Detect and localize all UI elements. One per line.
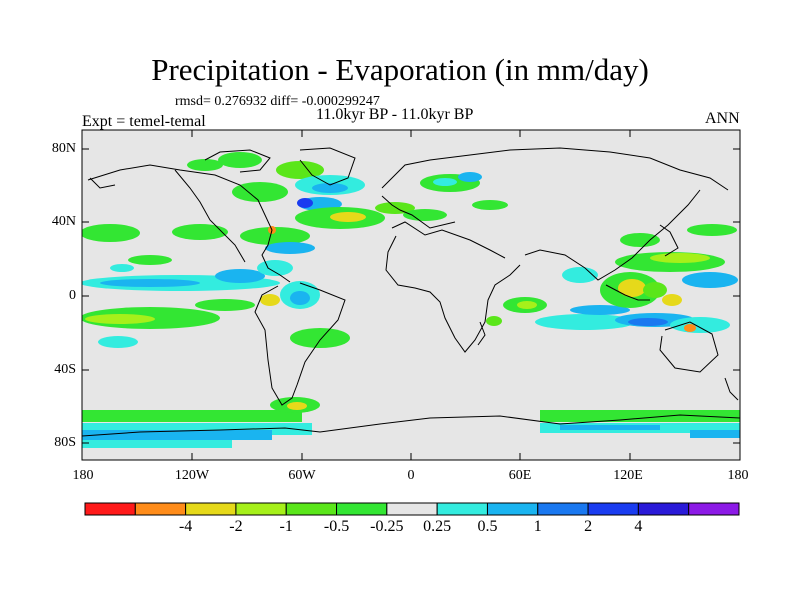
colorbar-label: 2 bbox=[584, 518, 593, 535]
lat-label-0: 0 bbox=[69, 288, 76, 303]
lat-label-80s: 80S bbox=[54, 435, 76, 450]
period-label: 11.0kyr BP - 11.0kyr BP bbox=[316, 106, 474, 123]
season-label: ANN bbox=[705, 110, 740, 127]
colorbar-box-2 bbox=[134, 502, 187, 516]
colorbar bbox=[84, 502, 740, 516]
lat-label-40n: 40N bbox=[51, 214, 76, 229]
lon-label-180w: 180 bbox=[72, 468, 94, 483]
colorbar-label: 0.25 bbox=[423, 518, 452, 535]
axis-ticks bbox=[82, 130, 740, 460]
lat-label-80n: 80N bbox=[51, 141, 76, 156]
map-title: Precipitation - Evaporation (in mm/day) bbox=[151, 52, 649, 87]
colorbar-box-6 bbox=[336, 502, 388, 516]
colorbar-box-8 bbox=[436, 502, 488, 516]
lon-label-60e: 60E bbox=[508, 468, 532, 483]
colorbar-box-11 bbox=[587, 502, 639, 516]
colorbar-box-5 bbox=[285, 502, 338, 516]
colorbar-label: -1 bbox=[279, 518, 293, 535]
colorbar-label: -2 bbox=[229, 518, 243, 535]
colorbar-label: -4 bbox=[178, 518, 193, 535]
lon-label-0: 0 bbox=[407, 468, 415, 483]
colorbar-label: -0.5 bbox=[323, 518, 350, 535]
anomaly-field bbox=[82, 152, 740, 448]
lon-label-60w: 60W bbox=[288, 468, 316, 483]
colorbar-label: -0.25 bbox=[370, 518, 404, 535]
colorbar-label: 4 bbox=[634, 518, 643, 535]
colorbar-box-4 bbox=[235, 502, 287, 516]
colorbar-box-9 bbox=[486, 502, 539, 516]
colorbar-box-1 bbox=[84, 502, 136, 516]
rmsd-diff-stats: rmsd= 0.276932 diff= -0.000299247 bbox=[175, 94, 380, 109]
colorbar-box-13 bbox=[688, 502, 740, 516]
coastlines bbox=[82, 147, 740, 437]
colorbar-label: 0.5 bbox=[477, 518, 498, 535]
colorbar-box-7 bbox=[386, 502, 438, 516]
lon-label-120w: 120W bbox=[174, 468, 210, 483]
experiment-label: Expt = temel-temal bbox=[82, 113, 206, 130]
lat-label-40s: 40S bbox=[54, 362, 76, 377]
colorbar-box-3 bbox=[185, 502, 237, 516]
colorbar-label: 1 bbox=[533, 518, 542, 535]
lon-label-180e: 180 bbox=[727, 468, 749, 483]
colorbar-box-12 bbox=[637, 502, 690, 516]
colorbar-box-10 bbox=[537, 502, 589, 516]
lon-label-120e: 120E bbox=[613, 468, 643, 483]
